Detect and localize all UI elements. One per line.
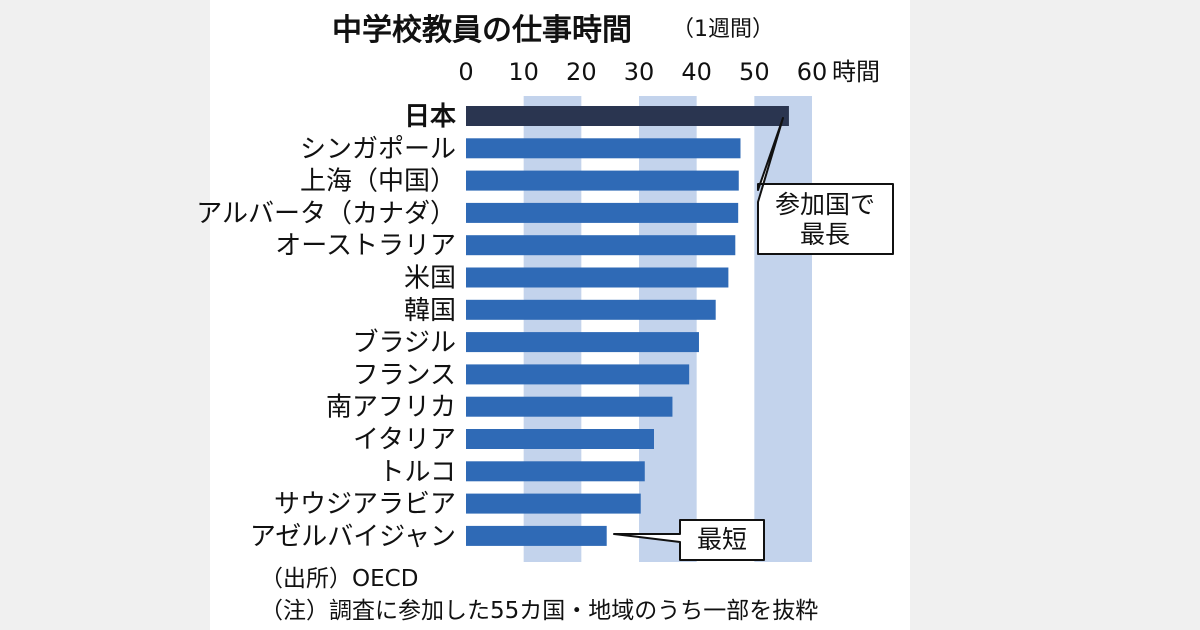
category-label: ブラジル: [353, 328, 456, 358]
x-tick-label: 0: [458, 58, 473, 86]
x-tick-label: 30: [624, 58, 655, 86]
bar: [466, 525, 607, 546]
bar: [466, 364, 690, 385]
callout-shortest: 最短: [613, 519, 765, 561]
bar: [466, 202, 739, 223]
bar: [466, 493, 641, 514]
bar: [466, 429, 654, 449]
callout-line: 最短: [697, 525, 747, 554]
bars: [466, 106, 789, 546]
category-label: シンガポール: [300, 134, 456, 164]
category-label: 韓国: [404, 296, 456, 326]
grid-band: [523, 96, 582, 562]
x-axis-unit-label: 時間: [832, 58, 880, 86]
footnote: （注）調査に参加した55カ国・地域のうち一部を抜粋: [260, 598, 818, 624]
grid-band: [754, 96, 812, 562]
callout-longest: 参加国で最長: [757, 117, 894, 255]
bar: [466, 106, 789, 126]
x-tick-label: 50: [739, 58, 770, 86]
bar: [466, 170, 739, 191]
bar: [466, 299, 716, 320]
category-label: サウジアラビア: [274, 490, 456, 520]
x-tick-label: 60: [797, 58, 828, 86]
category-label: 日本: [404, 102, 456, 132]
category-label: オーストラリア: [275, 231, 456, 261]
x-tick-label: 10: [508, 58, 539, 86]
bar: [466, 461, 645, 482]
chart-title: 中学校教員の仕事時間: [332, 13, 632, 48]
category-label: 南アフリカ: [326, 393, 456, 423]
source-note: （出所）OECD: [260, 566, 418, 592]
callout-line: 最長: [800, 220, 850, 249]
bar: [466, 396, 673, 417]
callout-shortest-label: 最短: [697, 525, 747, 554]
category-label: トルコ: [379, 457, 456, 487]
category-label: 上海（中国）: [300, 167, 456, 197]
category-label: イタリア: [353, 425, 456, 455]
category-label: 米国: [404, 264, 456, 294]
callout-longest-label: 参加国で最長: [775, 190, 875, 249]
bar: [466, 267, 729, 288]
x-tick-label: 40: [681, 58, 712, 86]
bar: [466, 332, 699, 353]
x-axis-ticks: 0 10 20 30 40 50 60: [458, 58, 827, 86]
chart-subtitle: （1週間）: [672, 17, 774, 42]
category-label: フランス: [353, 360, 456, 390]
x-tick-label: 20: [566, 58, 597, 86]
category-label: アルバータ（カナダ）: [196, 199, 456, 229]
bar: [466, 235, 736, 256]
category-label: アゼルバイジャン: [250, 522, 456, 552]
grid-band: [639, 96, 697, 562]
category-labels: 日本シンガポール上海（中国）アルバータ（カナダ）オーストラリア米国韓国ブラジルフ…: [196, 102, 456, 552]
callout-line: 参加国で: [775, 190, 875, 219]
bar: [466, 138, 741, 159]
